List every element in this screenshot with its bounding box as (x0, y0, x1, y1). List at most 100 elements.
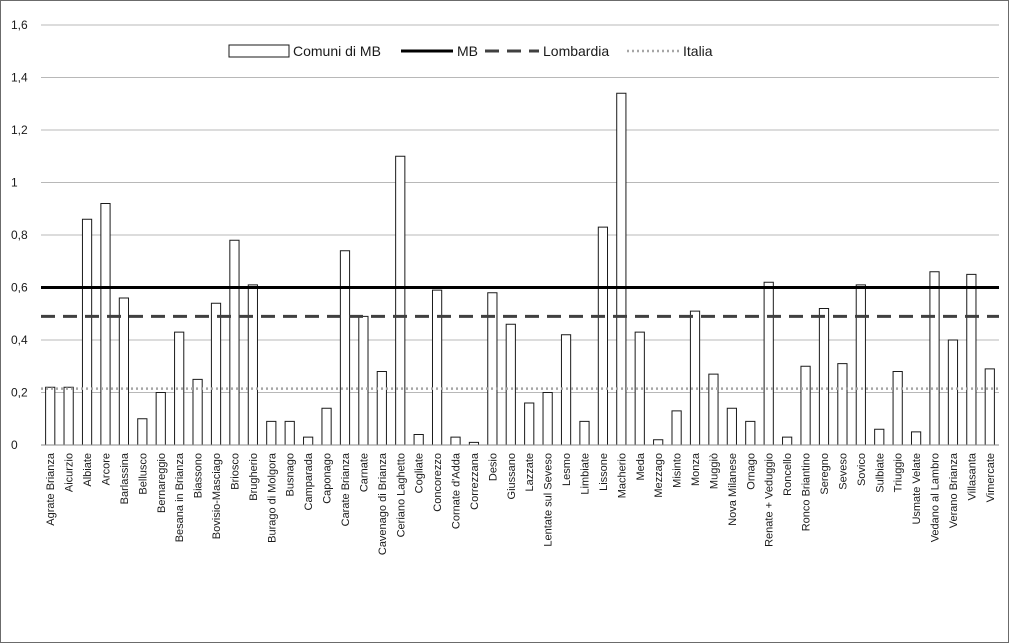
x-tick-label: Seregno (819, 453, 831, 495)
x-tick-label: Camparada (303, 452, 315, 510)
x-tick-label: Cogliate (414, 453, 426, 493)
bar (726, 407, 737, 446)
x-tick-label: Renate + Veduggio (764, 453, 776, 547)
bar (855, 284, 866, 446)
legend-label-italia: Italia (683, 43, 713, 59)
x-tick-label: Vedano al Lambro (930, 453, 942, 542)
bar (137, 418, 148, 446)
x-tick-label: Nova Milanese (727, 453, 739, 526)
x-tick-label: Villasanta (966, 452, 978, 500)
x-tick-label: Ornago (745, 453, 757, 490)
x-tick-label: Desio (487, 453, 499, 481)
x-tick-label: Albiate (82, 453, 94, 487)
x-tick-label: Busnago (285, 453, 297, 496)
legend-swatch-comuni (228, 44, 290, 58)
bar (560, 334, 572, 446)
x-tick-label: Misinto (672, 453, 684, 488)
x-tick-label: Besana in Brianza (174, 452, 186, 542)
bar (745, 420, 756, 446)
x-tick-label: Ronco Briantino (801, 453, 813, 531)
bar (63, 386, 74, 446)
bar (431, 289, 443, 446)
bar (266, 420, 277, 446)
y-tick-label: 0 (11, 438, 18, 452)
y-tick-label: 1,6 (11, 18, 28, 32)
x-tick-label: Aicurzio (64, 453, 76, 492)
legend-label-mb: MB (457, 43, 478, 59)
x-tick-label: Ceriano Laghetto (395, 453, 407, 537)
legend-label-comuni: Comuni di MB (293, 43, 381, 59)
x-tick-label: Burago di Molgora (266, 452, 278, 543)
x-tick-label: Monza (690, 452, 702, 486)
bar (210, 302, 222, 446)
bar (929, 271, 940, 446)
bar (118, 297, 130, 446)
x-tick-label: Muggiò (708, 453, 720, 489)
x-tick-label: Biassono (193, 453, 205, 498)
bar (155, 392, 166, 446)
x-tick-label: Bovisio-Masciago (211, 453, 223, 539)
bar (303, 436, 314, 446)
bar (413, 434, 424, 446)
bar (947, 339, 959, 446)
x-tick-label: Verano Brianza (948, 452, 960, 528)
y-tick-label: 0,4 (11, 333, 28, 347)
y-tick-label: 0,2 (11, 386, 28, 400)
x-tick-label: Macherio (616, 453, 628, 498)
y-tick-label: 1,4 (11, 71, 28, 85)
x-tick-label: Bellusco (137, 453, 149, 495)
bar (763, 281, 774, 446)
bar (284, 420, 295, 446)
bar (800, 365, 811, 446)
gridlines (41, 24, 999, 393)
x-tick-label: Giussano (506, 453, 518, 499)
bar (321, 407, 332, 446)
x-tick-label: Mezzago (653, 453, 665, 498)
bar (45, 386, 56, 446)
bar (984, 368, 995, 446)
bar (837, 363, 848, 446)
x-tick-label: Limbiate (579, 453, 591, 495)
y-tick-label: 1 (11, 176, 18, 190)
x-tick-label: Agrate Brianza (45, 452, 57, 526)
legend: Comuni di MB MB Lombardia Italia (228, 43, 713, 59)
bar (376, 371, 387, 446)
legend-label-lombardia: Lombardia (543, 43, 609, 59)
x-tick-label: Cavenago di Brianza (377, 452, 389, 555)
x-tick-label: Carnate (358, 453, 370, 492)
bar (892, 371, 903, 446)
bar (247, 284, 258, 446)
bar (229, 239, 240, 446)
y-tick-label: 0,6 (11, 281, 28, 295)
x-tick-label: Carate Brianza (340, 452, 352, 526)
bar (81, 218, 93, 446)
x-tick-label: Roncello (782, 453, 794, 496)
x-tick-label: Triuggio (893, 453, 905, 492)
bar (874, 428, 885, 446)
y-tick-label: 0,8 (11, 228, 28, 242)
bar (579, 420, 590, 446)
bar (782, 436, 793, 446)
x-tick-label: Seveso (837, 453, 849, 490)
bar (505, 323, 516, 446)
bar (966, 273, 977, 446)
bar (339, 250, 351, 446)
bar (597, 226, 609, 446)
x-tick-label: Usmate Velate (911, 453, 923, 525)
x-tick-label: Brugherio (248, 453, 260, 501)
x-tick-label: Sulbiate (874, 453, 886, 493)
bar (653, 439, 664, 446)
x-tick-label: Concorezzo (432, 453, 444, 512)
x-tick-label: Sovico (856, 453, 868, 486)
x-tick-label: Meda (635, 452, 647, 480)
bar (524, 402, 535, 446)
bar (100, 203, 111, 446)
y-tick-label: 1,2 (11, 123, 28, 137)
x-tick-label: Caponago (322, 453, 334, 504)
x-tick-label: Bernareggio (156, 453, 168, 513)
bar (818, 308, 830, 446)
x-tick-label: Vimercate (985, 453, 997, 502)
x-tick-label: Correzzana (469, 452, 481, 510)
